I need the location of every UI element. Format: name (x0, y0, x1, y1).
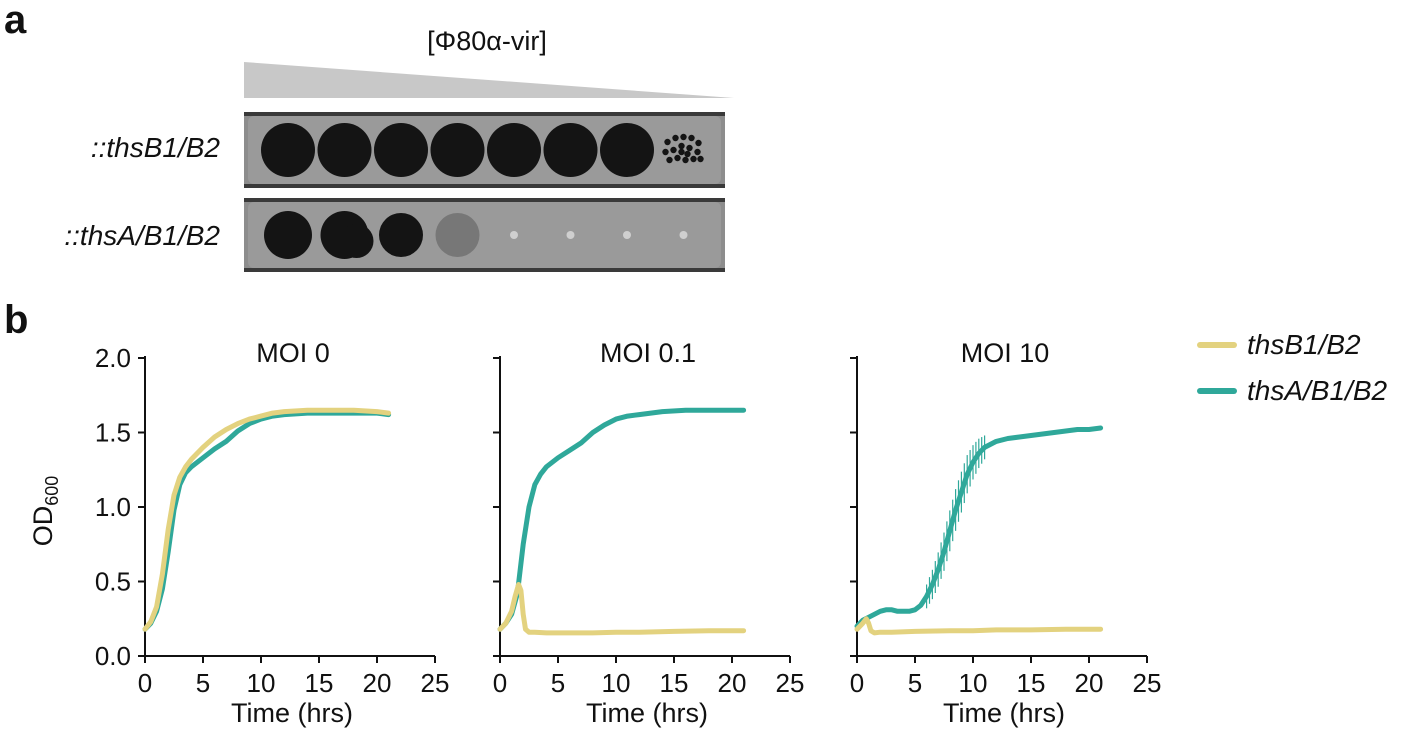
y-tick-label: 0.5 (95, 567, 131, 597)
chart-2: 0 5 10 15 20 25 MOI 0.1 Time (hrs) (493, 338, 805, 728)
spot-2-lobe (339, 224, 374, 258)
x-tick-label: 15 (1017, 668, 1046, 698)
x-tick-label: 10 (959, 668, 988, 698)
spot-1 (261, 123, 315, 177)
x-axis-label: Time (hrs) (231, 698, 353, 728)
spot-3 (374, 123, 428, 177)
spot-4 (430, 123, 485, 177)
spot-3 (379, 213, 423, 257)
plate-agar (248, 202, 721, 268)
plaque-assay-plate-thsB1-B2 (244, 112, 725, 188)
series-line-thsA-B1-B2 (142, 410, 392, 632)
x-axis-label: Time (hrs) (943, 698, 1065, 728)
x-tick-label: 15 (305, 668, 334, 698)
legend-swatch-thsA-B1-B2 (1197, 388, 1237, 394)
spot-7 (600, 123, 654, 177)
legend-swatch-thsB1-B2 (1197, 342, 1237, 348)
spot-2 (317, 123, 372, 177)
y-tick-label: 1.5 (95, 418, 131, 448)
legend-item-thsB1-B2: thsB1/B2 (1197, 322, 1387, 368)
x-tick-label: 25 (421, 668, 450, 698)
growth-curve-charts: 0.0 0.5 1.0 1.5 2.0 0 5 10 15 20 25 MOI 0 Time (hrs)… (28, 338, 1162, 728)
plate-rim (244, 112, 725, 116)
x-tick-label: 0 (493, 668, 507, 698)
strain-label-thsA-B1-B2: ::thsA/B1/B2 (64, 220, 220, 251)
y-tick-label: 1.0 (95, 492, 131, 522)
phage-gradient-label: [Φ80α-vir] (427, 26, 547, 56)
legend-label-thsA-B1-B2: thsA/B1/B2 (1247, 375, 1388, 406)
legend-label-thsB1-B2: thsB1/B2 (1247, 329, 1361, 360)
x-tick-label: 20 (718, 668, 747, 698)
x-axis-label: Time (hrs) (586, 698, 708, 728)
panel-b-label: b (4, 298, 29, 342)
y-axis-label: OD600 (28, 476, 62, 547)
dilution-gradient-wedge (244, 62, 734, 98)
x-tick-label: 5 (551, 668, 565, 698)
chart-title: MOI 0 (256, 338, 330, 368)
series-noise-thsA-B1-B2 (925, 435, 986, 609)
spot-1 (264, 211, 312, 259)
spot-4 (435, 213, 480, 257)
plate-rim (244, 198, 725, 202)
x-tick-label: 20 (1075, 668, 1104, 698)
legend: thsB1/B2 thsA/B1/B2 (1197, 322, 1387, 414)
chart-1: 0.0 0.5 1.0 1.5 2.0 0 5 10 15 20 25 MOI 0 Time (hrs)… (28, 338, 449, 728)
x-tick-label: 25 (1133, 668, 1162, 698)
spot-5 (510, 231, 518, 239)
series-line-thsB1-B2 (854, 616, 1104, 636)
x-tick-label: 10 (247, 668, 276, 698)
chart-3: 0 5 10 15 20 25 MOI 10 Time (hrs) (850, 338, 1162, 728)
panel-a-label: a (4, 0, 27, 42)
spot-8 (662, 133, 704, 164)
x-tick-label: 5 (196, 668, 210, 698)
series-line-thsB1-B2 (497, 582, 747, 636)
spot-5 (487, 123, 541, 177)
chart-title: MOI 0.1 (600, 338, 696, 368)
series-line-thsA-B1-B2 (497, 407, 747, 632)
plate-rim (244, 184, 725, 188)
spot-8 (679, 231, 688, 239)
x-tick-label: 5 (908, 668, 922, 698)
spot-7 (623, 231, 631, 239)
legend-item-thsA-B1-B2: thsA/B1/B2 (1197, 368, 1387, 414)
spot-6 (566, 231, 575, 239)
x-tick-label: 0 (850, 668, 864, 698)
spot-6 (543, 123, 598, 177)
x-tick-label: 15 (660, 668, 689, 698)
x-tick-label: 25 (776, 668, 805, 698)
series-line-thsB1-B2 (142, 407, 392, 632)
x-tick-label: 0 (138, 668, 152, 698)
strain-label-thsB1-B2: ::thsB1/B2 (90, 132, 220, 163)
chart-title: MOI 10 (961, 338, 1050, 368)
y-tick-label: 2.0 (95, 343, 131, 373)
plaque-assay-plate-thsA-B1-B2 (244, 198, 725, 272)
x-tick-label: 20 (363, 668, 392, 698)
plate-rim (244, 268, 725, 272)
y-tick-label: 0.0 (95, 641, 131, 671)
x-tick-label: 10 (602, 668, 631, 698)
